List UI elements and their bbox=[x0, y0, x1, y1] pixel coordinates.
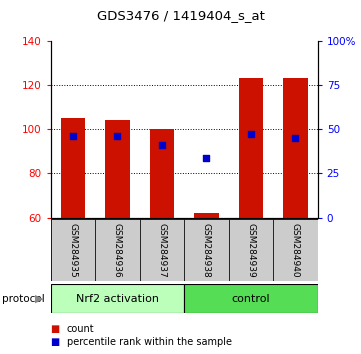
FancyBboxPatch shape bbox=[140, 219, 184, 281]
FancyBboxPatch shape bbox=[51, 219, 318, 281]
Point bbox=[248, 131, 254, 136]
Text: GSM284937: GSM284937 bbox=[157, 223, 166, 278]
Text: ▶: ▶ bbox=[35, 294, 43, 304]
Point bbox=[114, 133, 120, 139]
Text: GSM284940: GSM284940 bbox=[291, 223, 300, 278]
Text: control: control bbox=[232, 294, 270, 304]
Point bbox=[159, 142, 165, 148]
FancyBboxPatch shape bbox=[229, 219, 273, 281]
Point bbox=[204, 155, 209, 161]
FancyBboxPatch shape bbox=[184, 284, 318, 313]
FancyBboxPatch shape bbox=[273, 219, 318, 281]
Point bbox=[70, 133, 76, 139]
Bar bbox=[239, 78, 263, 218]
Text: GSM284936: GSM284936 bbox=[113, 223, 122, 278]
FancyBboxPatch shape bbox=[95, 219, 140, 281]
FancyBboxPatch shape bbox=[51, 219, 95, 281]
Bar bbox=[283, 78, 308, 218]
Text: GDS3476 / 1419404_s_at: GDS3476 / 1419404_s_at bbox=[96, 9, 265, 22]
Text: count: count bbox=[67, 324, 95, 333]
Text: ■: ■ bbox=[51, 337, 60, 347]
Text: percentile rank within the sample: percentile rank within the sample bbox=[67, 337, 232, 347]
Text: ■: ■ bbox=[51, 324, 60, 333]
FancyBboxPatch shape bbox=[184, 219, 229, 281]
Bar bbox=[61, 118, 85, 218]
Bar bbox=[105, 120, 130, 218]
FancyBboxPatch shape bbox=[51, 284, 184, 313]
Text: Nrf2 activation: Nrf2 activation bbox=[76, 294, 159, 304]
Bar bbox=[194, 213, 219, 218]
Text: protocol: protocol bbox=[2, 294, 44, 304]
Bar bbox=[149, 129, 174, 218]
Point bbox=[292, 135, 298, 141]
Text: GSM284939: GSM284939 bbox=[247, 223, 255, 278]
Text: GSM284935: GSM284935 bbox=[68, 223, 77, 278]
Text: GSM284938: GSM284938 bbox=[202, 223, 211, 278]
